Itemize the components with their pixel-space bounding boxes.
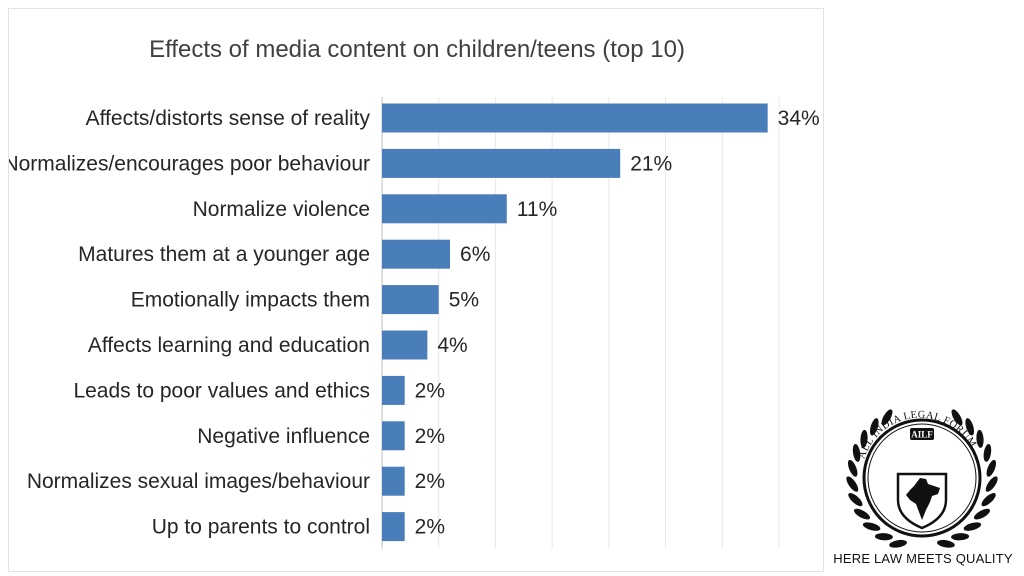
laurel-leaf-icon xyxy=(937,539,955,548)
value-labels: 34% 21% 11% 6% 5% 4% 2% 2% 2% 2% xyxy=(415,107,820,539)
data-label: 2% xyxy=(415,379,445,402)
laurel-leaf-icon xyxy=(985,476,998,492)
laurel-leaf-icon xyxy=(983,443,992,462)
laurel-leaf-icon xyxy=(976,429,984,448)
data-label: 34% xyxy=(778,107,820,130)
bar xyxy=(382,330,428,360)
category-label: Emotionally impacts them xyxy=(131,289,370,312)
category-label: Up to parents to control xyxy=(152,516,370,539)
category-label: Affects learning and education xyxy=(88,334,370,357)
bar-chart: Effects of media content on children/tee… xyxy=(9,36,820,549)
bar xyxy=(382,421,405,451)
bar xyxy=(382,103,768,133)
chart-panel: Effects of media content on children/tee… xyxy=(8,8,824,572)
laurel-leaf-icon xyxy=(889,539,907,548)
laurel-leaf-icon xyxy=(951,409,963,426)
logo-outer-ring xyxy=(862,418,982,538)
laurel-leaf-icon xyxy=(869,418,879,436)
data-label: 2% xyxy=(415,470,445,493)
data-label: 4% xyxy=(437,334,467,357)
data-label: 6% xyxy=(460,243,490,266)
laurel-leaf-icon xyxy=(852,443,861,462)
bar xyxy=(382,285,439,315)
category-label: Matures them at a younger age xyxy=(78,243,370,266)
data-label: 2% xyxy=(415,516,445,539)
india-map-icon xyxy=(906,478,940,520)
laurel-leaf-icon xyxy=(986,459,997,477)
chart-title: Effects of media content on children/tee… xyxy=(149,36,685,63)
logo-abbreviation-badge xyxy=(910,428,934,440)
laurel-leaf-icon xyxy=(847,459,858,477)
logo-inner-ring xyxy=(867,423,977,533)
laurel-leaf-icon xyxy=(860,429,868,448)
logo-abbreviation: AILF xyxy=(911,430,933,440)
laurel-leaf-icon xyxy=(874,533,893,541)
data-label: 21% xyxy=(630,152,672,175)
category-label: Normalizes sexual images/behaviour xyxy=(27,470,370,493)
bar xyxy=(382,148,621,178)
laurel-leaf-icon xyxy=(862,522,881,531)
logo-tagline: HERE LAW MEETS QUALITY xyxy=(833,551,1013,566)
bar xyxy=(382,512,405,542)
bar xyxy=(382,194,507,224)
laurel-leaf-icon xyxy=(846,476,859,492)
laurel-leaf-icon xyxy=(848,493,863,507)
bar xyxy=(382,375,405,405)
data-label: 11% xyxy=(517,198,557,221)
laurel-leaf-icon xyxy=(853,508,871,520)
category-label: Affects/distorts sense of reality xyxy=(86,107,371,130)
laurel-leaf-icon xyxy=(965,418,975,436)
data-label: 5% xyxy=(449,289,479,312)
category-label: Normalizes/encourages poor behaviour xyxy=(9,152,370,175)
category-label: Negative influence xyxy=(197,425,370,448)
laurel-leaf-icon xyxy=(963,522,982,531)
category-labels: Affects/distorts sense of reality Normali… xyxy=(9,107,370,539)
category-label: Leads to poor values and ethics xyxy=(73,379,370,402)
laurel-leaf-icon xyxy=(951,533,970,541)
laurel-leaf-icon xyxy=(973,508,991,520)
bar xyxy=(382,466,405,496)
category-label: Normalize violence xyxy=(193,198,370,221)
laurel-wreath-icon xyxy=(846,409,998,548)
bar xyxy=(382,239,451,269)
laurel-leaf-icon xyxy=(981,493,996,507)
laurel-leaf-icon xyxy=(881,409,893,426)
data-label: 2% xyxy=(415,425,445,448)
ailf-logo: AILF ALL INDIA LEGAL FORUM xyxy=(822,400,1024,550)
bars xyxy=(382,103,768,542)
